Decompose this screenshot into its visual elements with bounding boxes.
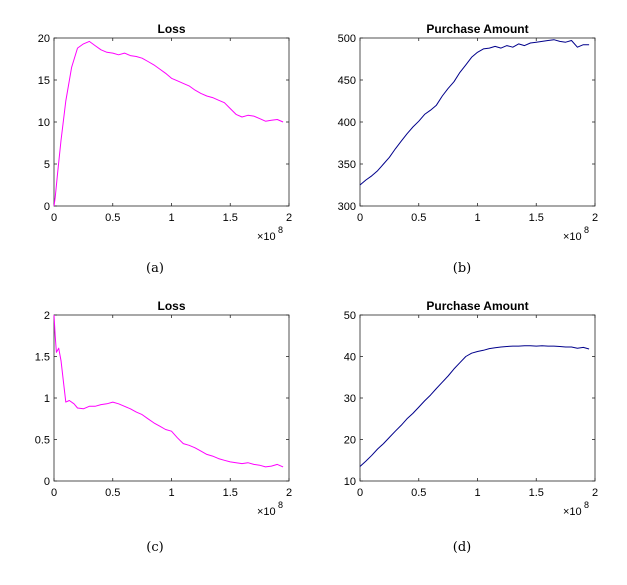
x-tick-label: 0.5 xyxy=(411,487,426,499)
y-tick-label: 2 xyxy=(44,310,50,322)
chart-panel-d: Purchase Amount 0 0.5 1 1.5 2 10 20 30 40 50 ×108 xyxy=(344,299,598,518)
plot-area xyxy=(53,314,290,482)
y-tick-label: 300 xyxy=(338,201,356,213)
chart-title: Purchase Amount xyxy=(426,299,528,313)
x-tick-label: 0 xyxy=(51,487,57,499)
x-tick-label: 2 xyxy=(286,487,292,499)
x-tick-label: 1 xyxy=(474,212,480,224)
chart-title: Loss xyxy=(157,299,185,313)
plot-area xyxy=(359,37,596,207)
x-tick-label: 1 xyxy=(474,487,480,499)
y-tick-label: 50 xyxy=(344,310,356,322)
y-tick-label: 20 xyxy=(38,33,50,45)
y-tick-label: 15 xyxy=(38,75,50,87)
series-line-purchase xyxy=(359,345,590,467)
x-multiplier: ×10 xyxy=(563,231,582,243)
y-tick-label: 350 xyxy=(338,159,356,171)
chart-panel-c: Loss 0 0.5 1 1.5 2 0 0.5 1 1.5 2 ×108 xyxy=(35,299,292,518)
y-tick-label: 0 xyxy=(44,201,50,213)
x-tick-label: 0 xyxy=(51,212,57,224)
caption-a: (a) xyxy=(146,261,164,276)
x-tick-label: 2 xyxy=(592,487,598,499)
y-tick-label: 30 xyxy=(344,393,356,405)
x-tick-label: 1.5 xyxy=(529,487,544,499)
y-tick-label: 500 xyxy=(338,33,356,45)
x-tick-label: 0.5 xyxy=(105,487,120,499)
x-tick-label: 0.5 xyxy=(105,212,120,224)
x-tick-label: 0 xyxy=(357,212,363,224)
y-tick-label: 5 xyxy=(44,159,50,171)
x-multiplier-exponent: 8 xyxy=(278,500,283,510)
x-tick-label: 1.5 xyxy=(223,487,238,499)
x-multiplier-exponent: 8 xyxy=(584,500,589,510)
chart-title: Loss xyxy=(157,22,185,36)
y-tick-label: 10 xyxy=(38,117,50,129)
y-tick-label: 40 xyxy=(344,352,356,364)
caption-d: (d) xyxy=(452,540,472,555)
x-multiplier: ×10 xyxy=(257,506,276,518)
x-tick-label: 0.5 xyxy=(411,212,426,224)
y-tick-label: 20 xyxy=(344,435,356,447)
caption-c: (c) xyxy=(146,540,164,555)
x-tick-label: 2 xyxy=(286,212,292,224)
x-tick-label: 1.5 xyxy=(529,212,544,224)
series-line-purchase xyxy=(359,39,590,186)
plot-area xyxy=(359,314,596,482)
x-multiplier: ×10 xyxy=(563,506,582,518)
y-tick-label: 450 xyxy=(338,75,356,87)
y-tick-label: 1.5 xyxy=(35,352,50,364)
y-tick-label: 0 xyxy=(44,476,50,488)
x-tick-label: 1 xyxy=(168,487,174,499)
chart-title: Purchase Amount xyxy=(426,22,528,36)
y-tick-label: 1 xyxy=(44,393,50,405)
x-tick-label: 2 xyxy=(592,212,598,224)
chart-panel-b: Purchase Amount 0 0.5 1 1.5 2 300 350 400 450 500 ×… xyxy=(338,22,598,243)
x-tick-label: 1.5 xyxy=(223,212,238,224)
x-tick-label: 0 xyxy=(357,487,363,499)
x-multiplier-exponent: 8 xyxy=(278,225,283,235)
series-line-loss xyxy=(53,40,284,207)
caption-b: (b) xyxy=(452,261,472,276)
plot-area xyxy=(53,37,290,207)
y-tick-label: 0.5 xyxy=(35,435,50,447)
y-tick-label: 10 xyxy=(344,476,356,488)
y-tick-label: 400 xyxy=(338,117,356,129)
series-line-loss xyxy=(53,314,284,468)
x-multiplier: ×10 xyxy=(257,231,276,243)
x-tick-label: 1 xyxy=(168,212,174,224)
x-multiplier-exponent: 8 xyxy=(584,225,589,235)
